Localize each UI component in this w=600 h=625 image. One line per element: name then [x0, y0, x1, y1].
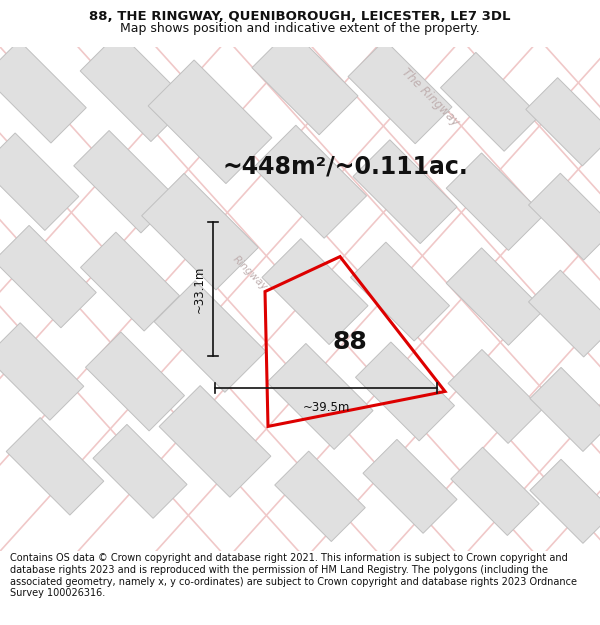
Text: Map shows position and indicative extent of the property.: Map shows position and indicative extent…	[120, 22, 480, 34]
Text: 88: 88	[332, 329, 367, 354]
Text: ~33.1m: ~33.1m	[193, 266, 206, 312]
Polygon shape	[440, 52, 539, 151]
Polygon shape	[80, 232, 179, 331]
Polygon shape	[148, 60, 272, 184]
Polygon shape	[448, 349, 542, 443]
Polygon shape	[267, 344, 373, 449]
Polygon shape	[0, 226, 96, 328]
Polygon shape	[275, 451, 365, 541]
Polygon shape	[93, 424, 187, 518]
Polygon shape	[74, 131, 176, 233]
Polygon shape	[451, 447, 539, 536]
Polygon shape	[262, 239, 368, 344]
Polygon shape	[529, 270, 600, 357]
Polygon shape	[446, 248, 544, 345]
Polygon shape	[0, 41, 86, 143]
Polygon shape	[0, 133, 79, 231]
Polygon shape	[154, 281, 266, 392]
Polygon shape	[0, 322, 84, 420]
Polygon shape	[80, 32, 190, 141]
Polygon shape	[350, 242, 449, 341]
Polygon shape	[353, 140, 457, 244]
Polygon shape	[356, 342, 454, 441]
Text: Contains OS data © Crown copyright and database right 2021. This information is : Contains OS data © Crown copyright and d…	[10, 554, 577, 598]
Text: ~448m²/~0.111ac.: ~448m²/~0.111ac.	[222, 155, 468, 179]
Polygon shape	[526, 78, 600, 166]
Polygon shape	[159, 386, 271, 497]
Text: ~39.5m: ~39.5m	[302, 401, 350, 414]
Polygon shape	[446, 153, 544, 251]
Polygon shape	[253, 125, 367, 238]
Text: 88, THE RINGWAY, QUENIBOROUGH, LEICESTER, LE7 3DL: 88, THE RINGWAY, QUENIBOROUGH, LEICESTER…	[89, 10, 511, 23]
Polygon shape	[6, 418, 104, 515]
Text: The Ringway: The Ringway	[398, 66, 461, 128]
Polygon shape	[529, 173, 600, 260]
Polygon shape	[252, 29, 358, 135]
Text: Ringway: Ringway	[231, 254, 269, 293]
Polygon shape	[530, 368, 600, 451]
Polygon shape	[348, 40, 452, 144]
Polygon shape	[142, 173, 259, 290]
Polygon shape	[530, 459, 600, 543]
Polygon shape	[86, 332, 184, 431]
Polygon shape	[363, 439, 457, 533]
